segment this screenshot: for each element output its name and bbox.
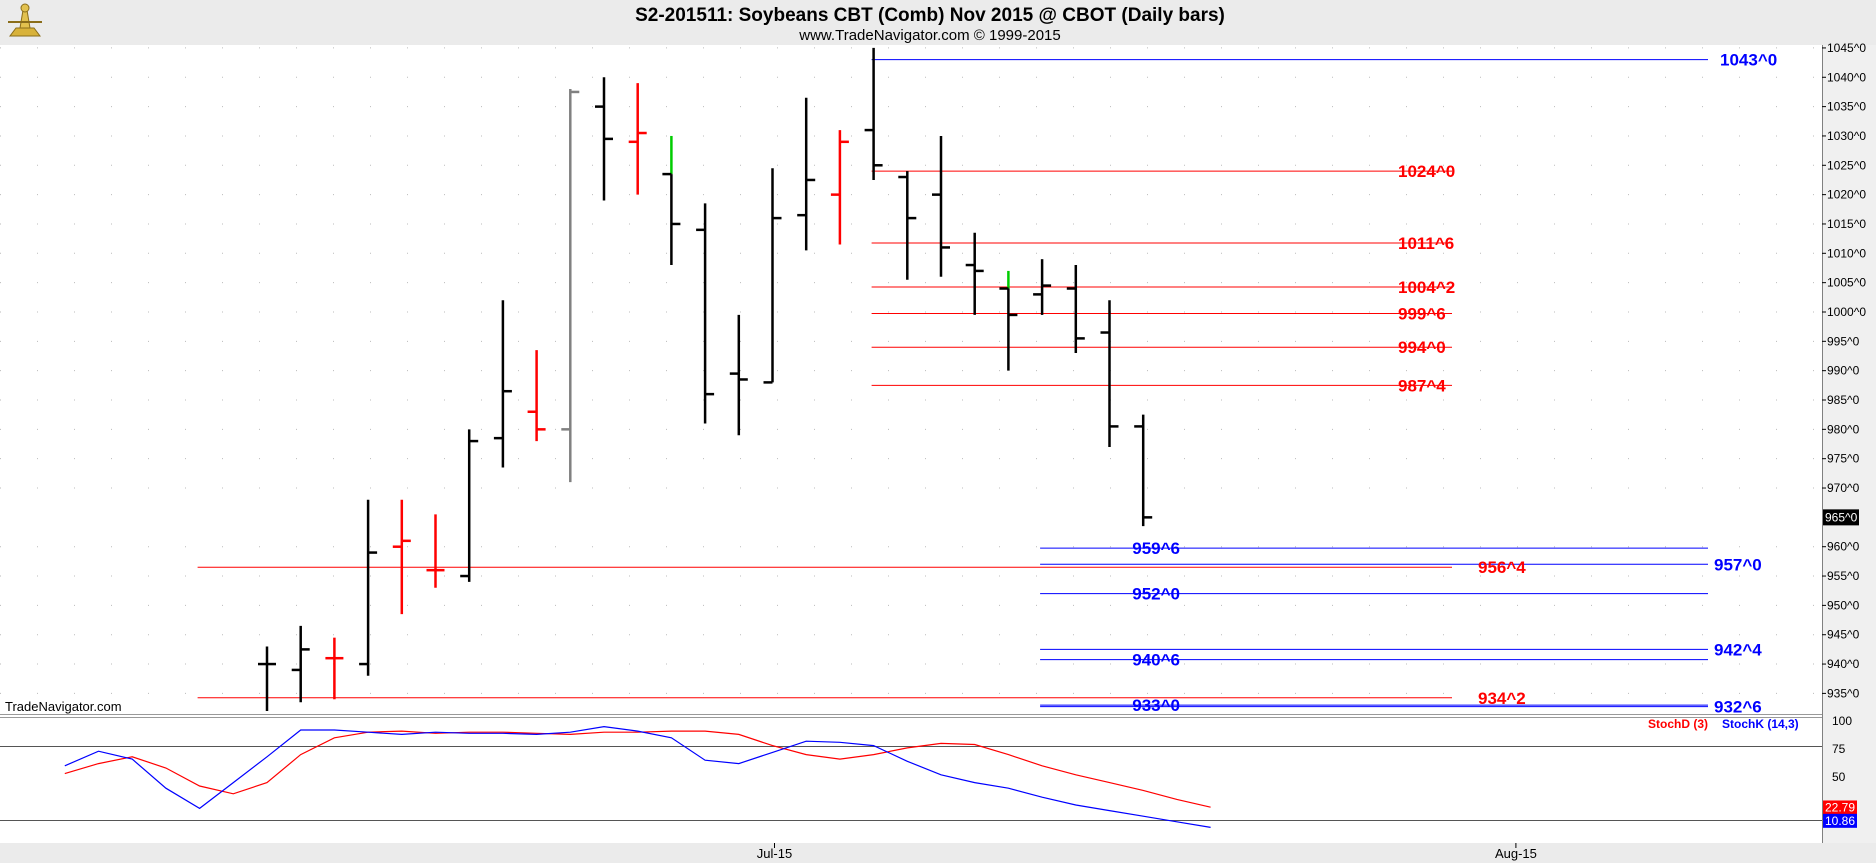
level-label: 940^6 bbox=[1132, 651, 1180, 670]
stoch-value-label: 10.86 bbox=[1825, 814, 1855, 828]
y-tick-label: 1010^0 bbox=[1827, 246, 1866, 260]
y-tick-label: 1025^0 bbox=[1827, 158, 1866, 172]
last-price-label: 965^0 bbox=[1825, 510, 1858, 524]
ohlc-bar bbox=[527, 350, 546, 442]
ohlc-bar bbox=[426, 514, 445, 588]
y-tick-label: 1005^0 bbox=[1827, 276, 1866, 290]
chart-title: S2-201511: Soybeans CBT (Comb) Nov 2015 … bbox=[635, 5, 1225, 26]
stoch-value-badge bbox=[1823, 800, 1857, 815]
level-label: 994^0 bbox=[1398, 338, 1446, 357]
y-tick-label: 1045^0 bbox=[1827, 41, 1866, 55]
level-label: 933^0 bbox=[1132, 696, 1180, 715]
y-tick-label: 970^0 bbox=[1827, 481, 1860, 495]
stoch-tick-label: 50 bbox=[1832, 770, 1846, 784]
level-label: 1024^0 bbox=[1398, 162, 1455, 181]
y-tick-label: 935^0 bbox=[1827, 686, 1860, 700]
ohlc-bar bbox=[460, 429, 479, 582]
level-label: 999^6 bbox=[1398, 304, 1446, 323]
ohlc-bar bbox=[291, 625, 310, 703]
ohlc-bar bbox=[864, 47, 883, 180]
ohlc-bar bbox=[965, 232, 984, 315]
ohlc-bar bbox=[1100, 300, 1119, 447]
level-label: 942^4 bbox=[1714, 640, 1762, 659]
date-axis-panel bbox=[0, 843, 1876, 863]
ohlc-bar bbox=[595, 77, 613, 201]
level-label: 957^0 bbox=[1714, 555, 1762, 574]
ohlc-bar bbox=[932, 135, 950, 277]
y-tick-label: 1040^0 bbox=[1827, 70, 1866, 84]
last-price-badge bbox=[1823, 509, 1859, 526]
stoch-value-label: 22.79 bbox=[1825, 800, 1855, 814]
stoch-k-legend: StochK (14,3) bbox=[1722, 717, 1799, 731]
title-bar bbox=[0, 0, 1876, 45]
watermark: TradeNavigator.com bbox=[5, 699, 122, 714]
ohlc-bar bbox=[561, 89, 580, 483]
date-axis: Jul-15 Aug-15 bbox=[757, 843, 1537, 861]
y-tick-label: 945^0 bbox=[1827, 628, 1860, 642]
y-tick-label: 990^0 bbox=[1827, 364, 1860, 378]
ohlc-bar bbox=[662, 135, 681, 266]
price-axis-panel bbox=[1822, 45, 1876, 845]
ohlc-bar bbox=[1033, 259, 1052, 315]
ohlc-bar bbox=[696, 203, 715, 424]
level-label: 1043^0 bbox=[1720, 51, 1777, 70]
level-label: 959^6 bbox=[1132, 539, 1180, 558]
y-tick-label: 1015^0 bbox=[1827, 217, 1866, 231]
stoch-tick-label: 75 bbox=[1832, 742, 1846, 756]
y-tick-label: 1030^0 bbox=[1827, 129, 1866, 143]
ohlc-bar bbox=[628, 83, 647, 195]
ohlc-bar bbox=[392, 499, 411, 615]
y-tick-label: 960^0 bbox=[1827, 540, 1860, 554]
y-tick-label: 975^0 bbox=[1827, 452, 1860, 466]
ohlc-bar bbox=[493, 300, 512, 468]
ohlc-bar bbox=[325, 637, 344, 700]
ohlc-bar bbox=[763, 168, 782, 384]
stoch-series-line bbox=[64, 725, 1211, 828]
y-tick-label: 1035^0 bbox=[1827, 100, 1866, 114]
level-label: 1004^2 bbox=[1398, 278, 1455, 297]
ohlc-bar bbox=[1134, 414, 1153, 527]
level-label: 952^0 bbox=[1132, 585, 1180, 604]
ohlc-bar bbox=[359, 499, 378, 676]
y-tick-label: 995^0 bbox=[1827, 334, 1860, 348]
ohlc-bar bbox=[729, 314, 748, 436]
ohlc-bars bbox=[258, 47, 1153, 711]
trade-navigator-logo-icon bbox=[8, 3, 42, 37]
y-tick-label: 940^0 bbox=[1827, 657, 1860, 671]
ohlc-bar bbox=[258, 646, 276, 711]
level-label: 932^6 bbox=[1714, 698, 1762, 717]
ohlc-bar bbox=[1066, 265, 1085, 354]
price-axis: 935^0 940^0 945^0 950^0 955^0 960^0 970^0 975^0… bbox=[1822, 41, 1866, 843]
ohlc-bar bbox=[898, 171, 917, 280]
y-tick-label: 950^0 bbox=[1827, 598, 1860, 612]
stoch-tick-label: 100 bbox=[1832, 714, 1852, 728]
ohlc-bar bbox=[999, 270, 1018, 371]
gridlines bbox=[0, 47, 1822, 694]
chart-subtitle: www.TradeNavigator.com © 1999-2015 bbox=[798, 27, 1060, 44]
y-tick-label: 1020^0 bbox=[1827, 188, 1866, 202]
x-tick-label: Aug-15 bbox=[1495, 846, 1537, 861]
stoch-value-badge bbox=[1823, 813, 1857, 828]
level-label: 934^2 bbox=[1478, 689, 1526, 708]
y-tick-label: 1000^0 bbox=[1827, 305, 1866, 319]
level-label: 956^4 bbox=[1478, 558, 1526, 577]
price-levels: 1043^0 1024^0 1011^6 1004^2 999^6 994^0 987^4 9… bbox=[197, 51, 1777, 717]
y-tick-label: 955^0 bbox=[1827, 569, 1860, 583]
ohlc-bar bbox=[830, 130, 849, 245]
y-tick-label: 985^0 bbox=[1827, 393, 1860, 407]
level-label: 987^4 bbox=[1398, 376, 1446, 395]
y-tick-label: 980^0 bbox=[1827, 422, 1860, 436]
level-label: 1011^6 bbox=[1398, 234, 1454, 253]
x-tick-label: Jul-15 bbox=[757, 846, 792, 861]
stoch-series-line bbox=[64, 730, 1211, 808]
ohlc-bar bbox=[797, 97, 816, 251]
stoch-d-legend: StochD (3) bbox=[1648, 717, 1708, 731]
